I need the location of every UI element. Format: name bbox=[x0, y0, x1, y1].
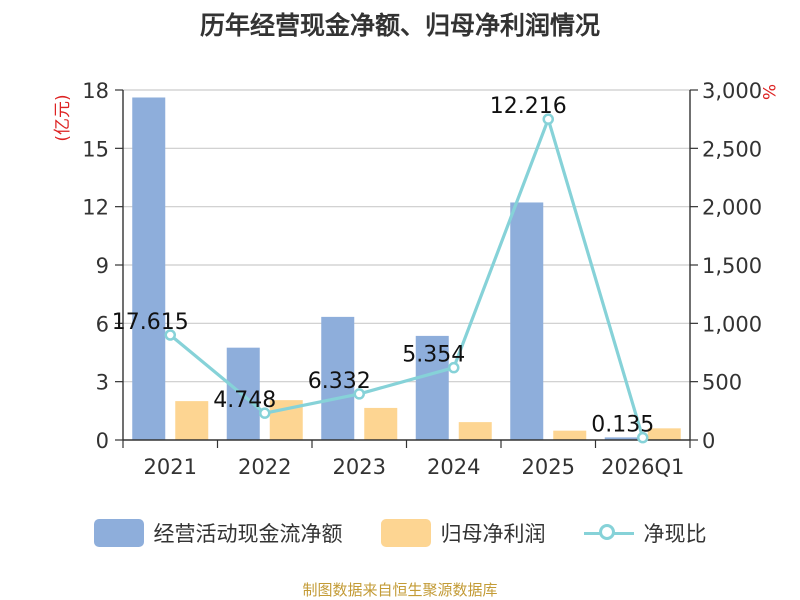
bar-cashflow bbox=[321, 316, 355, 440]
bar-cashflow bbox=[510, 202, 544, 440]
legend-swatch-cashflow bbox=[93, 519, 144, 547]
x-tick-label: 2025 bbox=[522, 455, 575, 479]
bar-net-profit bbox=[364, 407, 398, 440]
x-tick-label: 2021 bbox=[144, 455, 197, 479]
bar-cashflow bbox=[132, 97, 166, 440]
y-tick-label: 15 bbox=[82, 137, 109, 161]
bar-series bbox=[132, 97, 681, 440]
chart-title: 历年经营现金净额、归母净利润情况 bbox=[199, 11, 600, 40]
legend-item-cashflow[interactable]: 经营活动现金流净额 bbox=[93, 518, 343, 548]
grid-lines bbox=[123, 89, 690, 383]
ratio-point bbox=[448, 361, 460, 374]
ratio-point bbox=[353, 388, 365, 400]
y2-axis-unit: % bbox=[758, 84, 778, 100]
y-tick-label: 12 bbox=[82, 196, 109, 220]
bar-cashflow bbox=[415, 335, 449, 440]
bar-net-profit bbox=[553, 430, 587, 440]
bar-cashflow bbox=[604, 437, 638, 440]
axes: 0 3 6 9 12 15 18 0 500 1,000 1,500 2,000 2,500 3,000 (… bbox=[53, 79, 778, 479]
y2-tick-label: 1,500 bbox=[702, 254, 762, 278]
bar-net-profit bbox=[175, 401, 209, 440]
data-labels: 17.615 4.748 6.332 5.354 12.216 0.135 bbox=[112, 94, 654, 438]
legend-label-cashflow: 经营活动现金流净额 bbox=[153, 522, 343, 546]
y-tick-label: 18 bbox=[82, 79, 109, 103]
y-tick-label: 9 bbox=[96, 254, 109, 278]
ratio-point bbox=[542, 113, 554, 125]
legend-label-ratio: 净现比 bbox=[643, 522, 707, 546]
y2-tick-label: 500 bbox=[702, 371, 742, 395]
y2-tick-label: 3,000 bbox=[702, 79, 762, 103]
ratio-point bbox=[164, 329, 176, 341]
ratio-point bbox=[637, 431, 649, 444]
data-label-cashflow: 4.748 bbox=[213, 388, 276, 413]
y-axis-unit: (亿元) bbox=[53, 94, 73, 141]
y-tick-label: 6 bbox=[96, 312, 109, 336]
x-tick-label: 2024 bbox=[427, 455, 480, 479]
y2-tick-label: 1,000 bbox=[702, 312, 762, 336]
legend: 经营活动现金流净额 归母净利润 净现比 bbox=[0, 518, 800, 548]
data-label-cashflow: 5.354 bbox=[402, 343, 465, 368]
legend-label-net-profit: 归母净利润 bbox=[440, 522, 546, 546]
x-tick-label: 2022 bbox=[238, 455, 291, 479]
bar-net-profit bbox=[458, 422, 492, 440]
y2-tick-label: 2,500 bbox=[702, 137, 762, 161]
y-tick-label: 3 bbox=[96, 371, 109, 395]
source-note: 制图数据来自恒生聚源数据库 bbox=[302, 581, 498, 599]
data-label-cashflow: 0.135 bbox=[591, 413, 654, 438]
data-label-cashflow: 17.615 bbox=[112, 310, 189, 335]
y2-tick-label: 2,000 bbox=[702, 196, 762, 220]
legend-swatch-net-profit bbox=[380, 519, 431, 547]
y-tick-label: 0 bbox=[96, 429, 109, 453]
legend-swatch-ratio bbox=[583, 519, 634, 547]
ratio-point bbox=[259, 407, 271, 419]
bar-net-profit bbox=[647, 428, 681, 440]
legend-item-ratio[interactable]: 净现比 bbox=[583, 518, 707, 548]
x-tick-label: 2026Q1 bbox=[601, 455, 684, 479]
data-label-cashflow: 12.216 bbox=[490, 94, 567, 119]
data-label-cashflow: 6.332 bbox=[308, 369, 371, 394]
x-tick-label: 2023 bbox=[333, 455, 386, 479]
legend-item-net-profit[interactable]: 归母净利润 bbox=[380, 518, 546, 548]
y2-tick-label: 0 bbox=[702, 429, 715, 453]
ratio-line bbox=[169, 117, 645, 439]
line-series bbox=[164, 113, 649, 444]
